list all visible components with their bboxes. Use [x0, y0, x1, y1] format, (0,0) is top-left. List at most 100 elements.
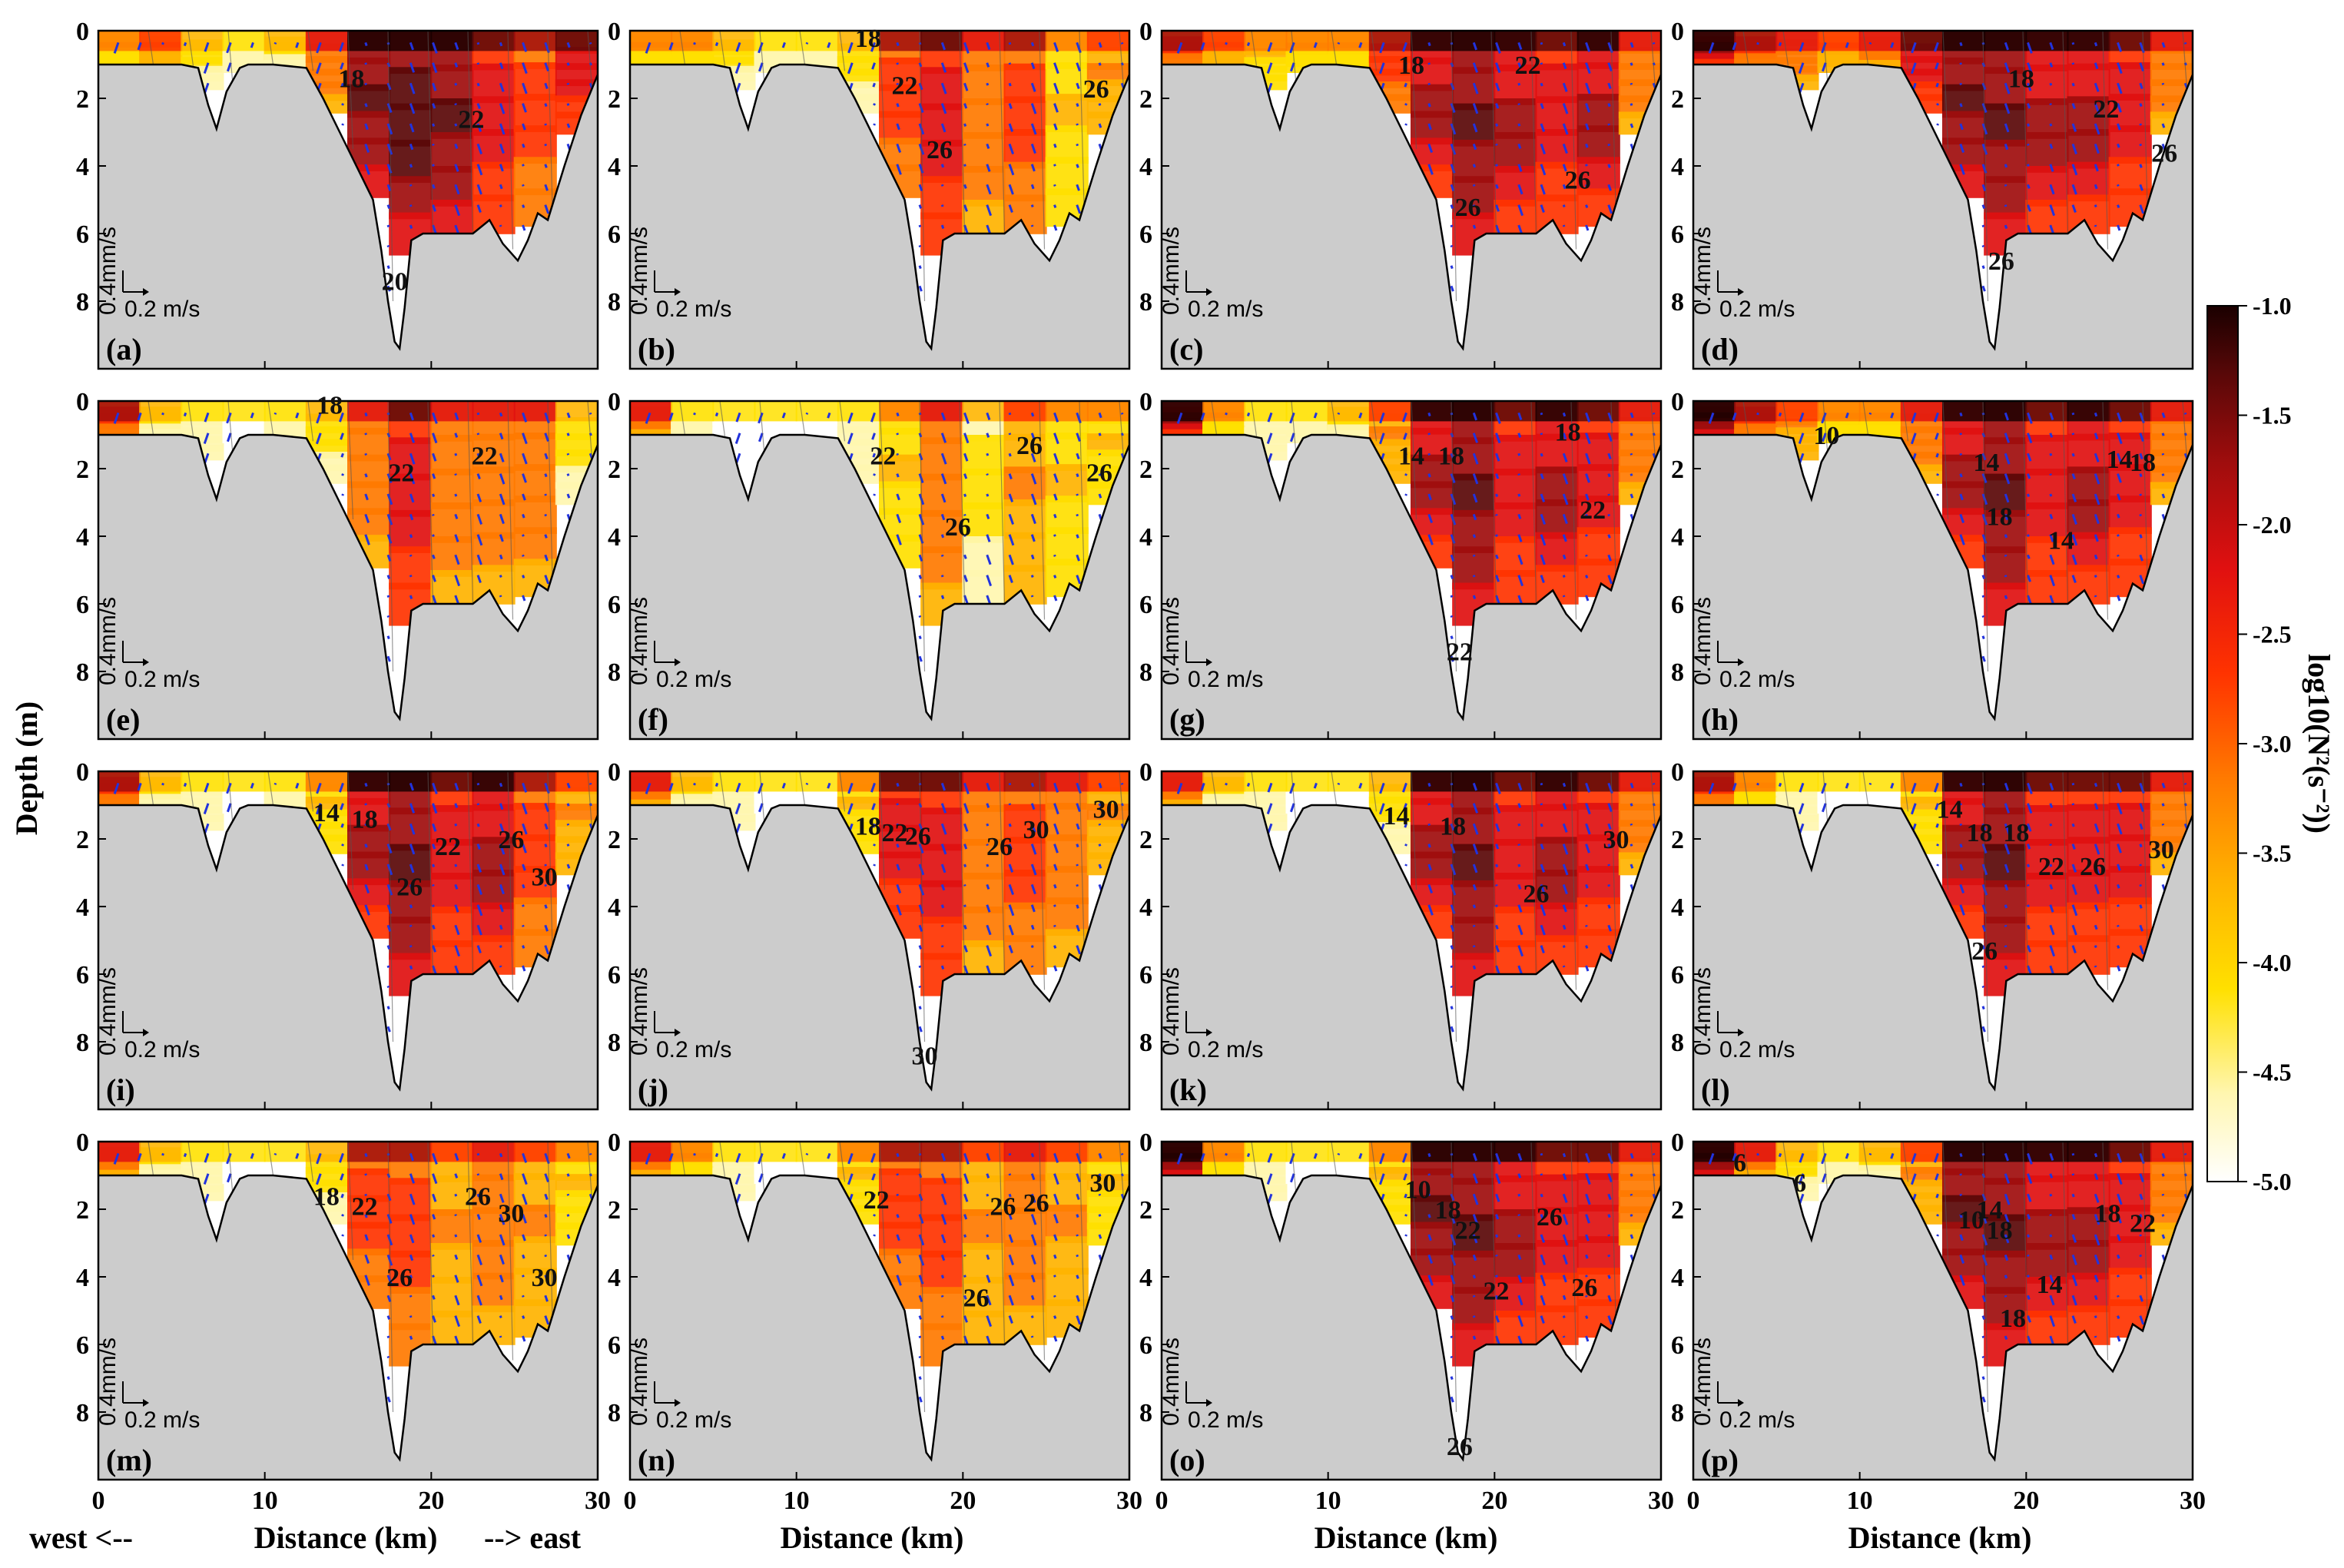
velocity-arrow [1495, 823, 1500, 832]
velocity-arrow [2027, 513, 2030, 516]
velocity-arrow [1030, 575, 1034, 578]
velocity-arrow [1540, 433, 1543, 436]
salinity-contour [1530, 1142, 1537, 1345]
velocity-arrow [2027, 1152, 2033, 1165]
surface-layer-cell [555, 771, 598, 792]
velocity-arrow [1607, 433, 1613, 443]
salinity-contour [1331, 1142, 1338, 1176]
scale-arrowhead [1206, 1029, 1212, 1036]
salinity-contour [1411, 31, 1417, 150]
velocity-arrow [2071, 164, 2078, 176]
velocity-arrow [1562, 473, 1569, 485]
velocity-arrow [2139, 473, 2143, 478]
velocity-arrow [339, 41, 344, 52]
velocity-arrow [2139, 1193, 2143, 1200]
velocity-arrow [1540, 123, 1546, 132]
surface-layer-cell [1693, 401, 1736, 422]
velocity-arrow [1652, 412, 1656, 415]
velocity-arrow [476, 1193, 480, 1198]
velocity-arrow [432, 412, 438, 424]
contour-label: 26 [2151, 139, 2177, 167]
colorbar-label: log10(N²(s⁻²)) [2302, 654, 2336, 834]
x-tick-label: 30 [1648, 1487, 1674, 1515]
y-tick-label: 4 [1671, 153, 1684, 181]
x-tick-label: 30 [1116, 1487, 1142, 1515]
velocity-arrow [827, 412, 831, 419]
velocity-arrow [1404, 864, 1407, 867]
velocity-arrow [364, 473, 368, 478]
n2-cell [389, 1287, 433, 1331]
panel-frame [1692, 399, 2194, 741]
velocity-arrow [896, 1214, 900, 1218]
velocity-arrow [1427, 904, 1434, 916]
velocity-arrow [1562, 554, 1567, 560]
velocity-arrow [409, 945, 413, 948]
velocity-arrow [2071, 204, 2077, 214]
salinity-contour [2022, 401, 2029, 605]
y-tick-label: 2 [1671, 1196, 1684, 1225]
velocity-arrow [2117, 164, 2120, 167]
contour-label: 26 [990, 1193, 1016, 1222]
salinity-contour [1291, 1142, 1298, 1200]
velocity-arrow [1427, 82, 1431, 86]
velocity-arrow [1008, 1234, 1014, 1243]
velocity-arrow [1607, 204, 1613, 214]
velocity-arrow [1030, 123, 1037, 135]
velocity-arrow [940, 1234, 947, 1244]
velocity-arrow [544, 164, 548, 168]
panel-label: (l) [1701, 1072, 1730, 1107]
velocity-arrow [1030, 883, 1036, 895]
velocity-arrow [2049, 513, 2054, 519]
velocity-arrow [499, 883, 505, 895]
velocity-arrow [499, 575, 502, 578]
velocity-arrow [1732, 782, 1737, 791]
velocity-arrow [364, 1234, 369, 1241]
surface-layer-cell [1942, 771, 1986, 792]
velocity-arrow [1427, 1173, 1431, 1176]
velocity-arrow [544, 62, 549, 72]
velocity-arrow [1472, 1173, 1479, 1184]
scale-horizontal-label: 0.2 m/s [1719, 297, 1795, 322]
scale-arrowhead [143, 1399, 149, 1407]
velocity-arrow [1427, 41, 1431, 47]
velocity-arrow [364, 1254, 370, 1265]
velocity-arrow [522, 204, 525, 208]
velocity-arrow [432, 883, 435, 887]
velocity-arrow [1607, 1315, 1613, 1325]
surface-layer-cell [513, 401, 557, 422]
velocity-arrow [1911, 1152, 1917, 1165]
velocity-arrow [2071, 41, 2075, 45]
n2-cell [1452, 67, 1496, 111]
bathymetry-line [1162, 1174, 1663, 1462]
salinity-contour [267, 771, 274, 806]
salinity-contour [759, 1142, 766, 1200]
velocity-arrow [2027, 1254, 2030, 1257]
velocity-arrow [1585, 82, 1591, 94]
velocity-arrow [873, 493, 876, 496]
velocity-arrow [522, 184, 525, 187]
velocity-arrow [386, 1335, 390, 1338]
velocity-arrow [1450, 184, 1455, 191]
surface-layer-cell [671, 1142, 714, 1162]
y-tick-label: 0 [1671, 758, 1684, 787]
velocity-arrow [963, 1254, 966, 1257]
velocity-arrow [2139, 103, 2143, 108]
velocity-arrow [1821, 803, 1827, 813]
velocity-arrow [1030, 493, 1037, 506]
colorbar-tick-label: -2.0 [2253, 511, 2292, 539]
velocity-arrow [1562, 224, 1566, 227]
n2-cell [389, 807, 433, 851]
velocity-arrow [499, 82, 505, 92]
velocity-arrow [963, 844, 968, 850]
velocity-arrow [409, 904, 413, 909]
velocity-arrow [1778, 1152, 1782, 1158]
contour-label: 26 [1988, 247, 2014, 276]
velocity-arrow [1076, 534, 1079, 539]
velocity-arrow [2027, 184, 2031, 189]
velocity-arrow [873, 844, 876, 847]
velocity-arrow [940, 224, 945, 229]
salinity-contour [1742, 31, 1749, 65]
velocity-arrow [758, 803, 764, 813]
velocity-arrow [2004, 965, 2008, 970]
